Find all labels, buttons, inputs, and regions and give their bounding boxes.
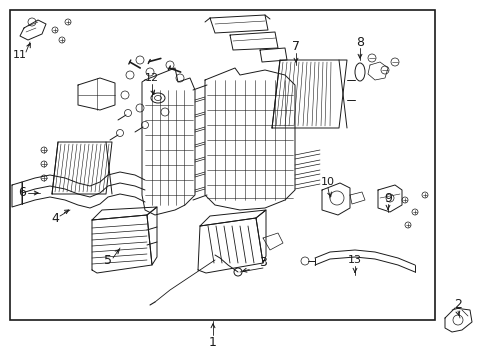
- Text: 3: 3: [259, 256, 267, 269]
- Bar: [10, 10, 435, 320]
- Text: 5: 5: [104, 253, 112, 266]
- Text: 12: 12: [145, 73, 159, 83]
- Text: 8: 8: [356, 36, 364, 49]
- Text: 13: 13: [348, 255, 362, 265]
- Text: 6: 6: [18, 186, 26, 199]
- Text: 4: 4: [51, 211, 59, 225]
- Text: 1: 1: [209, 336, 217, 348]
- Text: 9: 9: [384, 192, 392, 204]
- Text: 7: 7: [292, 40, 300, 54]
- Text: 11: 11: [13, 50, 27, 60]
- Text: 2: 2: [454, 298, 462, 311]
- Text: 10: 10: [321, 177, 335, 187]
